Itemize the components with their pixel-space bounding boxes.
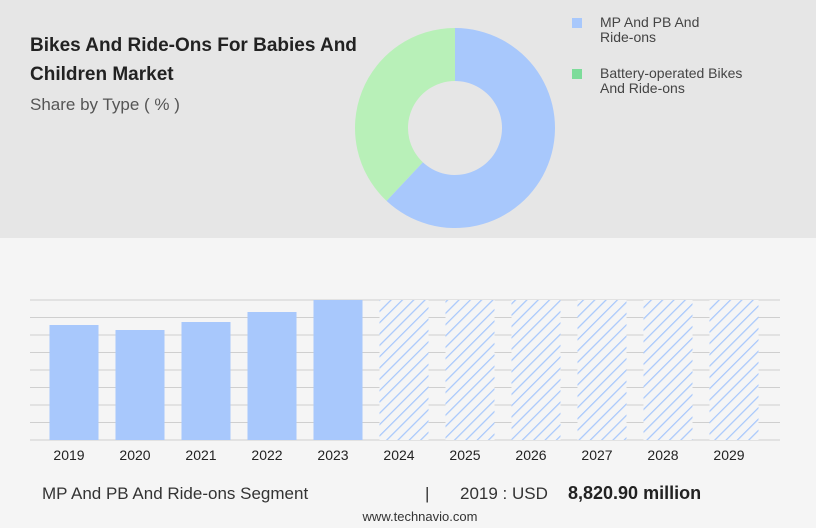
- year-label: 2019 : USD: [460, 484, 548, 503]
- segment-label: MP And PB And Ride-ons Segment: [42, 484, 308, 503]
- forecast-placeholder: [379, 300, 429, 440]
- legend-swatch: [572, 18, 582, 28]
- bar: [181, 322, 231, 440]
- x-tick-label: 2020: [119, 447, 150, 463]
- value-label: 8,820.90 million: [568, 483, 701, 503]
- legend-label: Battery-operated Bikes And Ride-ons: [600, 65, 743, 96]
- bar: [49, 325, 99, 440]
- donut-slice: [355, 27, 455, 201]
- x-tick-label: 2023: [317, 447, 348, 463]
- x-tick-label: 2029: [713, 447, 744, 463]
- x-tick-label: 2025: [449, 447, 480, 463]
- forecast-placeholder: [577, 300, 627, 440]
- bar: [247, 312, 297, 440]
- bar: [313, 300, 363, 440]
- x-tick-label: 2021: [185, 447, 216, 463]
- forecast-placeholder: [511, 300, 561, 440]
- x-tick-label: 2019: [53, 447, 84, 463]
- x-tick-label: 2022: [251, 447, 282, 463]
- separator: |: [425, 484, 429, 503]
- x-tick-label: 2024: [383, 447, 414, 463]
- x-tick-label: 2028: [647, 447, 678, 463]
- chart-title: Bikes And Ride-Ons For Babies And Childre…: [30, 35, 357, 85]
- website: www.technavio.com: [362, 509, 478, 524]
- forecast-placeholder: [445, 300, 495, 440]
- forecast-placeholder: [643, 300, 693, 440]
- chart-subtitle: Share by Type ( % ): [30, 95, 180, 114]
- legend-swatch: [572, 69, 582, 79]
- x-tick-label: 2027: [581, 447, 612, 463]
- bar: [115, 330, 165, 440]
- forecast-placeholder: [709, 300, 759, 440]
- x-tick-label: 2026: [515, 447, 546, 463]
- donut-slice: [386, 28, 555, 228]
- legend-label: MP And PB And Ride-ons: [600, 14, 700, 45]
